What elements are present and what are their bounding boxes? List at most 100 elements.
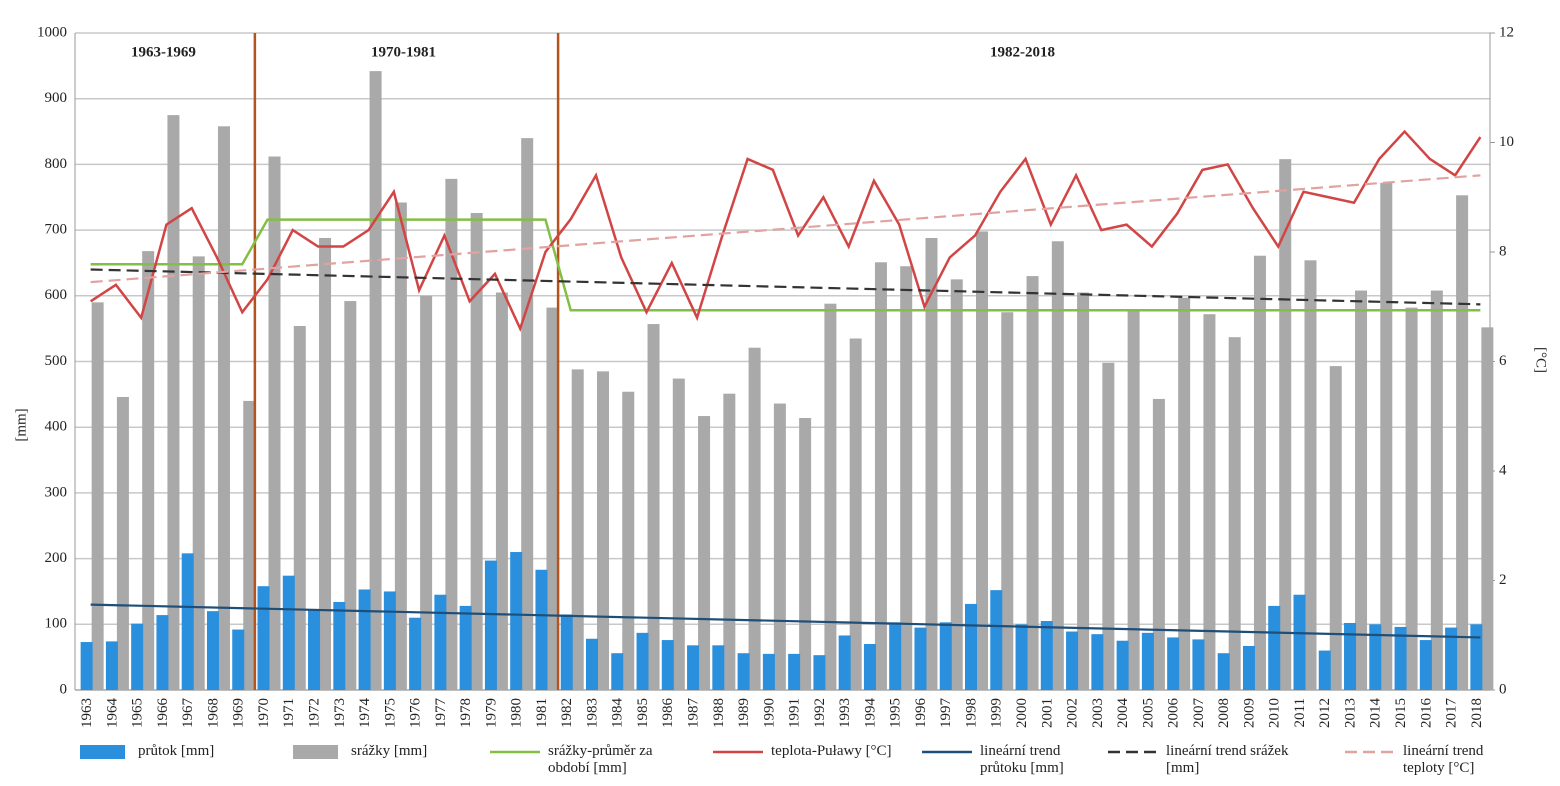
x-tick-label: 2006: [1166, 698, 1182, 729]
bar: [1102, 362, 1115, 690]
x-tick-label: 1998: [963, 698, 979, 728]
bar: [1380, 182, 1393, 690]
bar: [737, 653, 750, 690]
bar: [470, 213, 483, 690]
trend-line: [90, 174, 1481, 284]
x-tick-label: 1974: [357, 698, 373, 729]
y2-axis-label: [°C]: [1533, 347, 1549, 373]
bar: [369, 71, 382, 690]
x-tick-label: 1978: [458, 698, 474, 728]
bar: [1001, 312, 1014, 690]
y2-tick-label: 12: [1499, 24, 1514, 40]
x-tick-label: 1966: [155, 698, 171, 729]
bar: [80, 642, 93, 690]
bar: [1268, 605, 1281, 690]
x-tick-label: 2000: [1014, 698, 1030, 728]
bar: [636, 632, 649, 690]
bar: [420, 295, 433, 690]
bar: [91, 302, 104, 690]
bar: [510, 552, 523, 690]
bar: [900, 266, 913, 690]
bar: [849, 338, 862, 690]
x-tick-label: 1976: [408, 698, 424, 729]
bar: [1091, 634, 1104, 690]
y2-tick-label: 4: [1499, 462, 1507, 478]
x-tick-label: 2016: [1418, 698, 1434, 729]
x-tick-label: 1987: [686, 698, 702, 729]
bar: [1456, 195, 1469, 691]
x-tick-label: 2008: [1216, 698, 1232, 728]
bar: [1127, 310, 1140, 690]
bar: [484, 560, 497, 690]
bar: [1217, 653, 1230, 690]
x-tick-label: 1982: [559, 698, 575, 728]
bar: [1293, 594, 1306, 690]
bar: [131, 623, 144, 690]
x-tick-label: 1972: [306, 698, 322, 728]
bar: [863, 644, 876, 690]
bar: [535, 569, 548, 690]
bar: [1318, 650, 1331, 690]
line: [89, 129, 1482, 333]
bar: [824, 303, 837, 690]
bar: [1419, 640, 1432, 690]
bar: [445, 178, 458, 690]
y2-tick-label: 2: [1499, 572, 1507, 588]
bar: [1026, 276, 1039, 690]
x-tick-label: 1977: [433, 698, 449, 729]
y-tick-label: 100: [45, 616, 68, 632]
x-tick-label: 2018: [1469, 698, 1485, 728]
y-tick-label: 300: [45, 484, 68, 500]
bar: [1228, 337, 1241, 690]
bar: [308, 609, 321, 690]
x-tick-label: 2009: [1241, 698, 1257, 728]
bar: [672, 378, 685, 690]
bar: [1344, 622, 1357, 690]
x-tick-label: 1964: [104, 698, 120, 729]
bar: [167, 115, 180, 690]
bar: [1152, 398, 1165, 690]
bar: [243, 400, 256, 690]
bar: [1279, 159, 1292, 691]
x-tick-label: 1983: [584, 698, 600, 728]
bar: [813, 655, 826, 690]
bar: [1015, 624, 1028, 690]
bar: [1470, 624, 1483, 690]
bar: [116, 396, 129, 690]
bar: [571, 369, 584, 690]
x-tick-label: 2004: [1115, 698, 1131, 729]
x-tick-label: 1969: [231, 698, 247, 728]
x-tick-label: 1968: [205, 698, 221, 728]
x-tick-label: 2013: [1342, 698, 1358, 728]
bar: [914, 627, 927, 690]
y-tick-label: 800: [45, 156, 68, 172]
y-tick-label: 900: [45, 90, 68, 106]
bar: [495, 292, 508, 690]
trend-line: [90, 268, 1481, 306]
bar: [394, 202, 407, 691]
x-tick-label: 2010: [1267, 698, 1283, 728]
bar: [521, 138, 534, 690]
bar: [976, 231, 989, 690]
bar: [1141, 632, 1154, 690]
y-tick-label: 0: [60, 681, 68, 697]
x-tick-label: 1967: [180, 698, 196, 729]
bar: [560, 614, 573, 690]
legend-label: lineární trend průtoku [mm]: [980, 743, 1064, 776]
y-tick-label: 700: [45, 222, 68, 238]
bar: [383, 591, 396, 690]
x-tick-label: 1993: [837, 698, 853, 728]
legend-swatch: [293, 745, 338, 759]
bar: [156, 615, 169, 690]
x-tick-label: 2005: [1140, 698, 1156, 728]
bar: [1051, 241, 1064, 691]
bar: [1369, 624, 1382, 690]
x-tick-label: 2017: [1444, 698, 1460, 729]
x-tick-label: 2012: [1317, 698, 1333, 728]
bar: [748, 347, 761, 690]
y-tick-label: 400: [45, 419, 68, 435]
bar: [232, 629, 245, 690]
x-tick-label: 1992: [812, 698, 828, 728]
bar: [1445, 627, 1458, 690]
